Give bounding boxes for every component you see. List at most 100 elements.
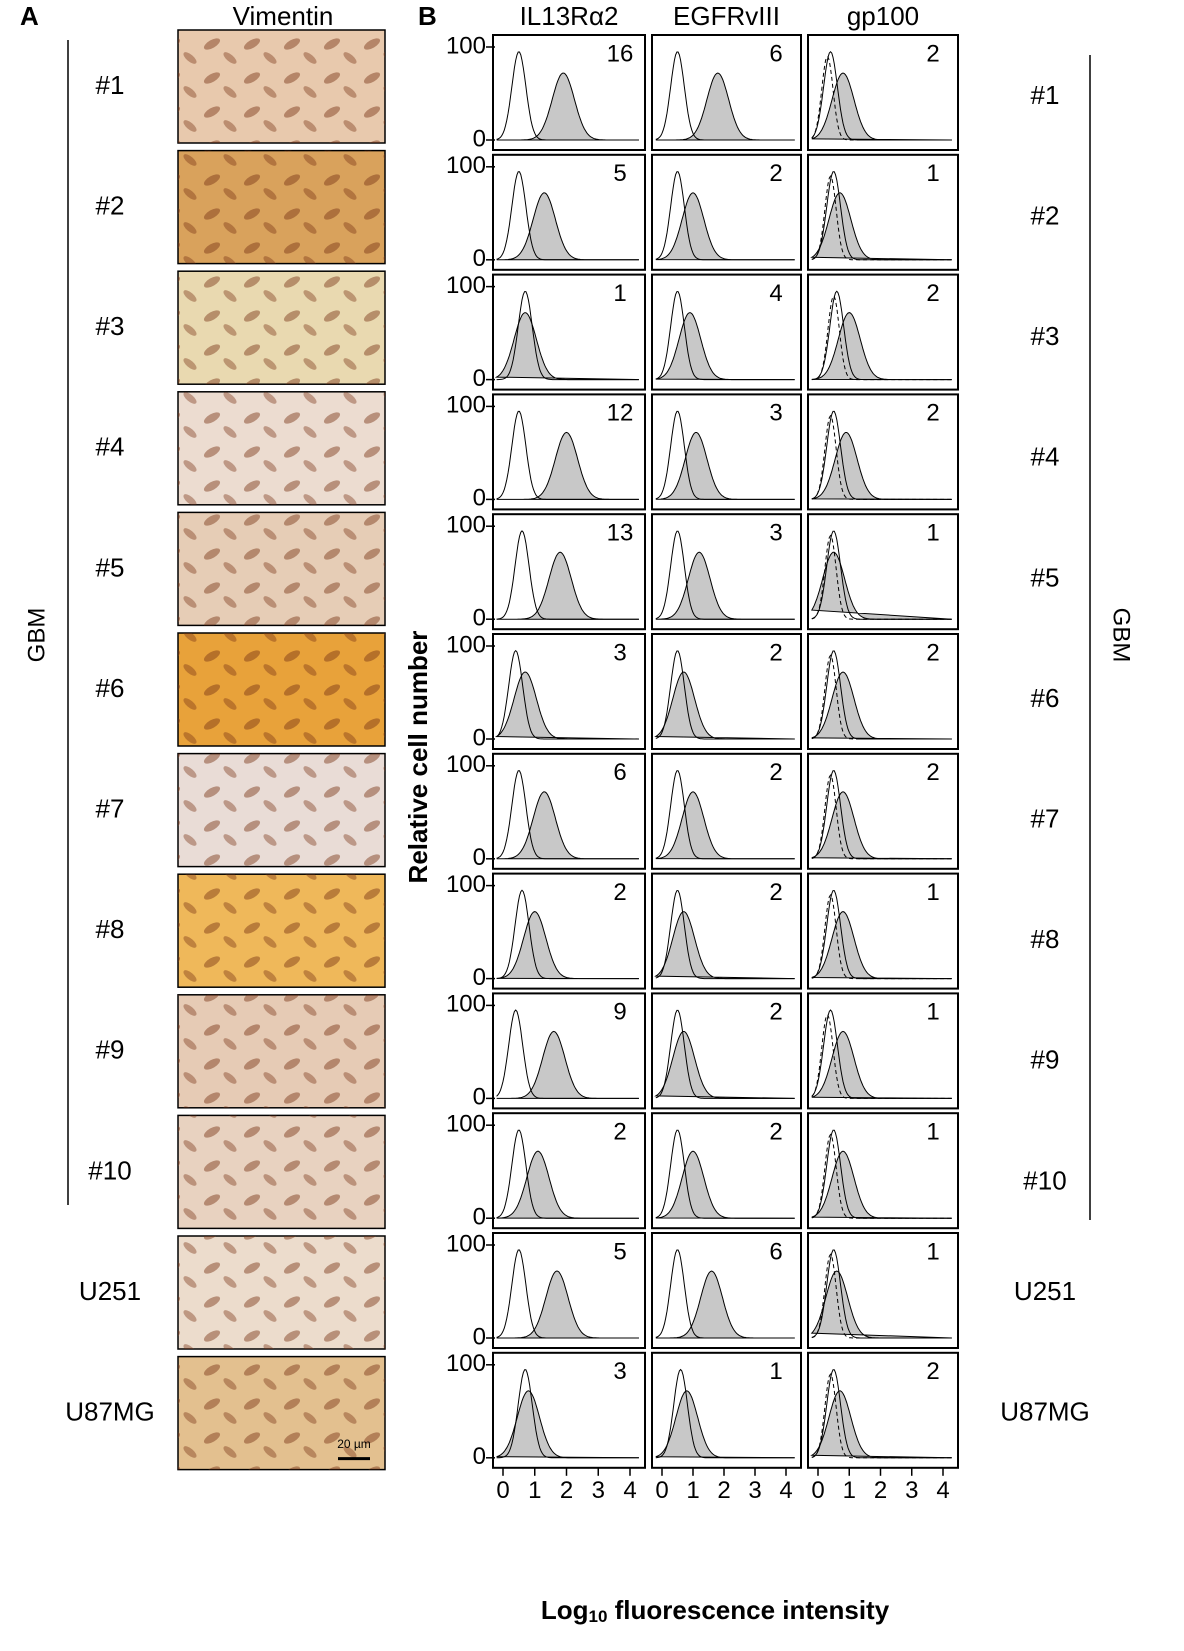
mfi-value: 1 xyxy=(926,879,939,906)
control-histogram xyxy=(655,650,795,740)
mfi-value: 5 xyxy=(613,160,626,187)
mfi-value: 2 xyxy=(926,639,939,666)
control-histogram xyxy=(655,51,795,141)
mfi-value: 1 xyxy=(769,1358,782,1385)
mfi-value: 2 xyxy=(769,160,782,187)
mfi-value: 1 xyxy=(926,520,939,547)
control-histogram xyxy=(496,1009,639,1099)
control-histogram xyxy=(655,1368,795,1459)
histogram-frame xyxy=(807,752,959,870)
stained-histogram xyxy=(811,432,952,500)
histogram-frame xyxy=(807,34,959,151)
stained-histogram xyxy=(655,1150,795,1219)
isotype-histogram xyxy=(811,1014,952,1099)
row-label: U87MG xyxy=(1000,1396,1090,1426)
y-tick-label: 100 xyxy=(446,751,486,778)
row-label: #3 xyxy=(1031,321,1060,351)
isotype-histogram xyxy=(811,295,952,381)
stained-histogram xyxy=(496,1030,639,1099)
stained-histogram xyxy=(654,911,795,980)
y-tick-label: 100 xyxy=(446,392,486,419)
histogram-frame xyxy=(651,633,802,750)
histogram-frame xyxy=(807,153,959,271)
control-histogram xyxy=(496,530,639,620)
row-label: #4 xyxy=(1031,442,1060,472)
x-tick-label: 3 xyxy=(905,1477,918,1504)
stained-histogram xyxy=(655,551,795,620)
row-label: U251 xyxy=(79,1276,141,1306)
mfi-value: 2 xyxy=(926,400,939,427)
control-histogram xyxy=(496,1369,639,1459)
control-histogram xyxy=(496,171,639,261)
histogram-frame xyxy=(651,752,802,870)
histogram-frame xyxy=(807,992,959,1110)
control-histogram xyxy=(496,291,639,381)
x-tick-label: 0 xyxy=(496,1477,509,1504)
isotype-histogram xyxy=(811,1373,952,1459)
stained-histogram xyxy=(811,1030,952,1099)
row-label: #6 xyxy=(96,673,125,703)
stained-histogram xyxy=(811,72,952,141)
y-tick-label: 100 xyxy=(446,1230,486,1257)
stained-histogram xyxy=(494,671,639,740)
mfi-value: 3 xyxy=(613,639,626,666)
histogram-frame xyxy=(807,273,959,391)
row-label: #9 xyxy=(1031,1045,1060,1075)
control-histogram xyxy=(655,291,795,381)
row-label: #9 xyxy=(96,1035,125,1065)
stained-histogram xyxy=(655,1390,795,1459)
panel-label: B xyxy=(418,1,437,31)
histogram-frame xyxy=(807,393,959,511)
micrograph-texture xyxy=(178,633,385,746)
stained-histogram xyxy=(810,551,952,620)
control-histogram xyxy=(655,890,795,980)
y-tick-label: 0 xyxy=(473,1323,486,1350)
histogram-frame xyxy=(492,153,646,271)
control-histogram xyxy=(655,530,795,620)
x-tick-label: 1 xyxy=(686,1477,699,1504)
y-tick-label: 0 xyxy=(473,245,486,272)
row-label: #3 xyxy=(96,311,125,341)
stained-histogram xyxy=(811,1150,952,1219)
mfi-value: 2 xyxy=(613,879,626,906)
row-label: #1 xyxy=(1031,80,1060,110)
mfi-value: 2 xyxy=(926,280,939,307)
isotype-histogram xyxy=(811,414,952,500)
stained-histogram xyxy=(655,432,795,500)
histogram-frame xyxy=(492,393,646,511)
x-tick-label: 4 xyxy=(936,1477,949,1504)
group-label: GBM xyxy=(1108,608,1135,663)
x-tick-label: 0 xyxy=(811,1477,824,1504)
stained-histogram xyxy=(811,312,952,381)
y-tick-label: 0 xyxy=(473,605,486,632)
row-label: #4 xyxy=(96,432,125,462)
histogram-frame xyxy=(492,992,646,1110)
row-label: #8 xyxy=(1031,924,1060,954)
isotype-histogram xyxy=(811,654,952,740)
x-title-sub: 10 xyxy=(588,1607,607,1626)
histogram-frame xyxy=(651,1112,802,1230)
control-histogram xyxy=(496,1249,639,1339)
micrograph-texture xyxy=(178,753,385,867)
control-histogram xyxy=(496,649,639,740)
isotype-histogram xyxy=(811,774,952,860)
mfi-value: 1 xyxy=(926,999,939,1026)
x-tick-label: 0 xyxy=(655,1477,668,1504)
scale-bar-label: 20 µm xyxy=(337,1437,371,1451)
micrograph-texture xyxy=(178,1115,385,1229)
column-header: IL13Rα2 xyxy=(520,1,619,31)
mfi-value: 6 xyxy=(613,759,626,786)
row-label: #5 xyxy=(1031,562,1060,592)
row-label: #1 xyxy=(96,70,125,100)
stained-histogram xyxy=(496,192,639,261)
x-tick-label: 4 xyxy=(779,1477,792,1504)
stained-histogram xyxy=(654,1031,795,1099)
y-tick-label: 100 xyxy=(446,512,486,539)
y-tick-label: 100 xyxy=(446,272,486,299)
stained-histogram xyxy=(655,192,795,261)
isotype-histogram xyxy=(811,1133,952,1219)
histogram-frame xyxy=(651,992,802,1110)
stained-histogram xyxy=(496,72,639,141)
isotype-histogram xyxy=(811,175,952,261)
